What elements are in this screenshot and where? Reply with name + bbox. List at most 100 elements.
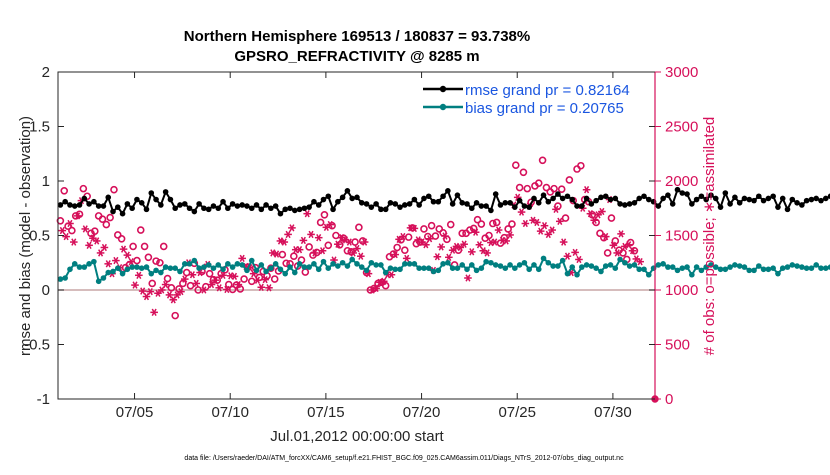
obs-assimilated-stroke <box>595 211 601 219</box>
rmse-series-point <box>344 188 351 194</box>
bias-series-point <box>277 266 284 273</box>
rmse-series-point <box>655 203 662 209</box>
bias-series-point <box>177 268 183 275</box>
obs-possible-point <box>431 232 440 240</box>
obs-assimilated-point <box>223 285 231 294</box>
obs-assimilated-point <box>475 241 484 249</box>
obs-possible-point <box>68 226 76 235</box>
bias-series-point <box>225 261 231 267</box>
obs-assimilated-point <box>177 287 185 296</box>
obs-assimilated-stroke <box>564 252 571 260</box>
rmse-series-point <box>435 198 442 205</box>
rmse-series-point <box>445 188 451 194</box>
obs-possible-point <box>152 257 160 265</box>
rmse-series-point <box>167 196 174 203</box>
rmse-series-point <box>799 202 805 208</box>
rmse-series-point <box>196 201 202 207</box>
obs-assimilated-stroke <box>312 249 318 257</box>
rmse-series-point <box>607 196 614 203</box>
rmse-series-point <box>296 206 303 213</box>
rmse-series-point <box>602 193 609 200</box>
bias-series-point <box>320 258 327 265</box>
obs-assimilated-point <box>119 245 128 253</box>
obs-assimilated-point <box>544 230 553 239</box>
rmse-series-point <box>392 201 399 207</box>
obs-possible-point <box>79 184 88 193</box>
obs-assimilated-stroke <box>316 234 322 242</box>
obs-assimilated-stroke <box>442 232 448 240</box>
obs-assimilated-stroke <box>534 218 540 227</box>
bias-series-point <box>684 264 690 270</box>
rmse-series-point <box>397 204 403 210</box>
obs-possible-point <box>611 237 620 245</box>
rmse-series-point <box>598 194 604 201</box>
obs-assimilated-point <box>471 228 480 236</box>
chart-title: Northern Hemisphere 169513 / 180837 = 93… <box>184 28 530 45</box>
y2-tick-label: 2000 <box>665 173 698 190</box>
obs-possible-point <box>401 246 409 255</box>
obs-assimilated-point <box>265 284 273 292</box>
bias-series-point <box>119 270 126 277</box>
rmse-series-point <box>421 195 427 202</box>
bias-series-point <box>411 261 418 267</box>
obs-possible-point <box>106 213 114 222</box>
obs-assimilated-point <box>142 292 151 301</box>
bias-series-point <box>100 275 107 281</box>
obs-assimilated-point <box>448 246 457 254</box>
obs-assimilated-stroke <box>63 232 69 241</box>
obs-possible-point <box>332 231 340 240</box>
rmse-series-point <box>583 195 590 202</box>
bias-series-point <box>756 263 762 269</box>
y-tick-label: 1 <box>42 173 50 190</box>
rmse-series-point <box>822 195 829 202</box>
bias-series-point <box>368 259 375 266</box>
obs-possible-point <box>596 229 604 238</box>
obs-assimilated-point <box>161 280 170 289</box>
obs-assimilated-point <box>590 216 599 224</box>
obs-possible-point <box>102 220 111 229</box>
rmse-series-point <box>660 195 666 202</box>
bias-series-point <box>751 267 757 274</box>
rmse-series-point <box>91 198 97 205</box>
y-tick-label: 0 <box>42 282 50 299</box>
bias-series-point <box>521 259 528 266</box>
obs-assimilated-stroke <box>538 227 544 235</box>
rmse-series-point <box>736 200 743 206</box>
bias-series-point <box>430 268 437 275</box>
y-tick-label: 0.5 <box>29 228 50 245</box>
bias-series-point <box>445 259 451 266</box>
obs-assimilated-stroke <box>358 252 364 260</box>
bias-series-point <box>339 259 346 266</box>
rmse-series-point <box>325 193 332 200</box>
obs-assimilated-stroke <box>132 281 138 289</box>
rmse-series-point <box>756 193 762 200</box>
rmse-series-point <box>507 200 513 206</box>
bias-series-point <box>134 264 140 270</box>
obs-possible-point <box>159 242 168 251</box>
obs-assimilated-point <box>345 238 354 246</box>
rmse-series-point <box>402 202 408 208</box>
rmse-series-point <box>263 202 269 208</box>
bias-series-point <box>57 276 64 282</box>
obs-possible-point <box>136 226 145 234</box>
obs-assimilated-stroke <box>143 292 150 301</box>
obs-possible-point <box>565 176 574 184</box>
rmse-series-point <box>593 197 599 204</box>
rmse-series-point <box>258 206 265 213</box>
rmse-series-point <box>708 192 714 198</box>
obs-possible-point <box>133 256 141 265</box>
obs-assimilated-stroke <box>193 279 199 288</box>
obs-assimilated-stroke <box>75 212 81 220</box>
rmse-series-point <box>645 196 652 203</box>
obs-assimilated-point <box>517 208 526 216</box>
obs-assimilated-point <box>211 276 220 284</box>
rmse-series-point <box>674 186 681 193</box>
obs-possible-point <box>179 279 187 288</box>
obs-possible-point <box>355 223 363 232</box>
bias-series-point <box>741 264 748 270</box>
obs-assimilated-point <box>307 230 315 239</box>
obs-possible-point <box>485 231 493 240</box>
rmse-series-point <box>71 203 78 209</box>
rmse-series-point <box>320 196 327 203</box>
obs-assimilated-point <box>62 232 70 241</box>
